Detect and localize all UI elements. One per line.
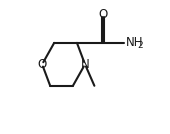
Text: O: O	[38, 58, 47, 71]
Text: O: O	[99, 8, 108, 21]
Text: NH: NH	[126, 36, 143, 49]
Text: 2: 2	[137, 41, 143, 50]
Text: N: N	[81, 58, 89, 71]
